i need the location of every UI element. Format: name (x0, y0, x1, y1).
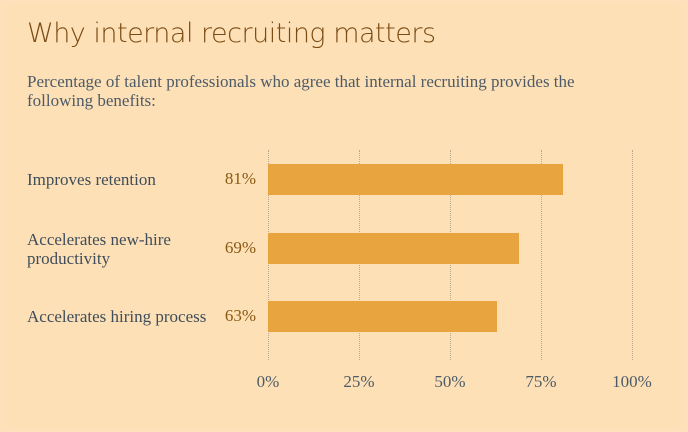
x-tick-label: 75% (525, 372, 557, 391)
chart-subtitle: Percentage of talent professionals who a… (27, 72, 575, 110)
category-label: Accelerates hiring process (27, 307, 207, 326)
grid-line (632, 150, 633, 360)
x-tick-label: 0% (256, 372, 280, 391)
x-tick-label: 100% (612, 372, 652, 391)
category-label: Accelerates new-hire productivity (27, 229, 171, 268)
category-label: Improves retention (27, 170, 156, 189)
bar (268, 233, 520, 264)
grid-line (541, 150, 542, 360)
value-label: 81% (224, 169, 256, 188)
bar (268, 164, 563, 195)
x-tick-label: 25% (343, 372, 375, 391)
chart-title: Why internal recruiting matters (27, 18, 436, 49)
value-label: 69% (224, 238, 256, 257)
x-tick-label: 50% (434, 372, 466, 391)
bar (268, 301, 498, 332)
chart-panel (6, 4, 682, 428)
value-label: 63% (224, 306, 256, 325)
